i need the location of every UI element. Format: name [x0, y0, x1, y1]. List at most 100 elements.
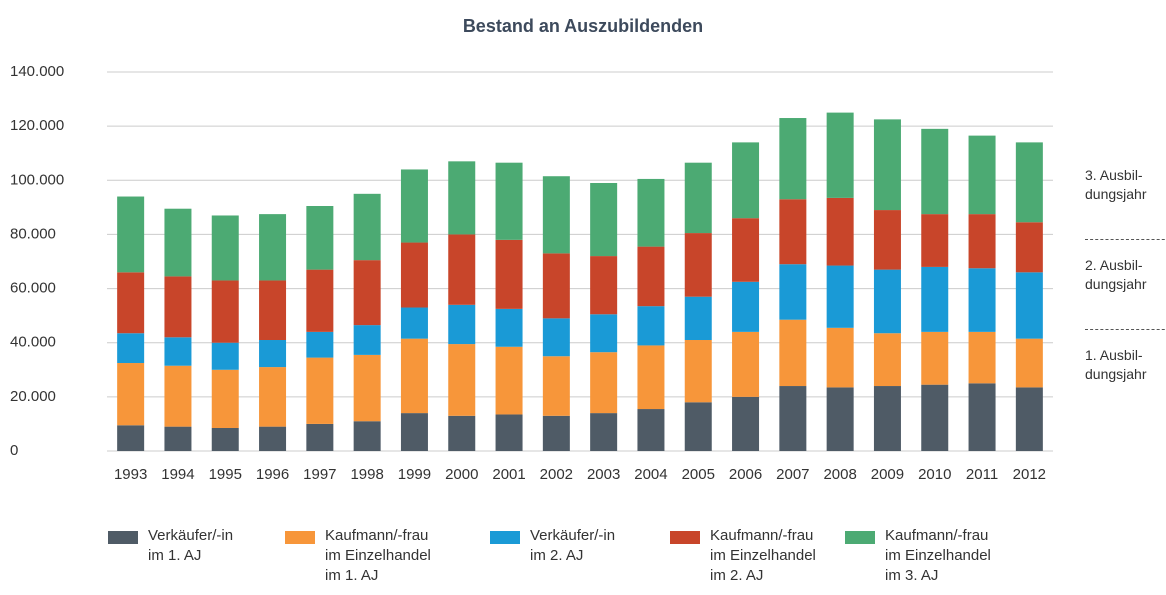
x-tick-label: 1998: [350, 466, 383, 483]
bar-segment: [968, 331, 996, 384]
bar-segment: [1015, 222, 1043, 273]
y-tick-label: 40.000: [10, 334, 56, 351]
x-tick-label: 2003: [587, 466, 620, 483]
y-tick-label: 100.000: [10, 171, 64, 188]
bar-segment: [779, 264, 807, 320]
legend-swatch: [845, 531, 875, 544]
legend-swatch: [490, 531, 520, 544]
bar-segment: [448, 234, 476, 305]
y-tick-label: 20.000: [10, 388, 56, 405]
y-tick-label: 60.000: [10, 280, 56, 297]
bar-segment: [921, 384, 949, 451]
bar-segment: [164, 337, 192, 366]
bar-segment: [684, 340, 712, 403]
bar-segment: [164, 426, 192, 451]
bar-segment: [1015, 338, 1043, 388]
bar-segment: [826, 387, 854, 451]
bar-segment: [306, 331, 334, 358]
x-tick-label: 2005: [682, 466, 715, 483]
legend-label: Verkäufer/-in im 2. AJ: [530, 527, 616, 564]
bar-segment: [590, 413, 618, 451]
bar-segment: [306, 206, 334, 270]
bar-segment: [448, 161, 476, 235]
bar-segment: [1015, 142, 1043, 223]
bar-segment: [637, 178, 665, 247]
bar-segment: [448, 415, 476, 451]
legend-label: Verkäufer/-in im 1. AJ: [148, 527, 234, 564]
bar-segment: [968, 135, 996, 215]
x-tick-label: 2001: [492, 466, 525, 483]
bar-segment: [400, 413, 428, 451]
y-tick-label: 0: [10, 442, 18, 459]
bar-segment: [779, 386, 807, 451]
bar-segment: [968, 268, 996, 332]
chart: Bestand an Auszubildenden 0 20.000 40.000 6…: [10, 16, 1053, 483]
x-tick-label: 2002: [540, 466, 573, 483]
bar-segment: [259, 214, 287, 281]
bar-segment: [732, 396, 760, 451]
legend-swatch: [670, 531, 700, 544]
x-tick-label: 2011: [966, 466, 998, 483]
legend-swatch: [108, 531, 138, 544]
bar-segment: [542, 176, 570, 254]
y-tick-label: 140.000: [10, 63, 64, 80]
bar-segment: [211, 215, 239, 281]
bar-segment: [684, 296, 712, 341]
bar-segment: [259, 426, 287, 451]
bar-segment: [495, 308, 523, 347]
bar-segment: [590, 314, 618, 353]
bar-segment: [684, 233, 712, 297]
bar-segment: [684, 402, 712, 451]
x-tick-label: 2007: [776, 466, 809, 483]
x-tick-label: 1996: [256, 466, 289, 483]
bar-segment: [921, 266, 949, 332]
separator: [1085, 329, 1166, 330]
x-tick-label: 1999: [398, 466, 431, 483]
bar-segment: [873, 333, 901, 387]
bar-segment: [826, 327, 854, 388]
x-tick-label: 1993: [114, 466, 147, 483]
bar-segment: [873, 119, 901, 211]
legend-label: Kaufmann/-frau im Einzelhandel im 3. AJ: [885, 527, 991, 584]
x-tick-label: 1997: [303, 466, 336, 483]
bar-segment: [684, 162, 712, 234]
y-tick-label: 120.000: [10, 117, 64, 134]
bar-segment: [259, 280, 287, 341]
bar-segment: [117, 272, 145, 334]
bar-segment: [921, 128, 949, 215]
bar-segment: [542, 253, 570, 319]
bar-segment: [590, 256, 618, 315]
x-tick-label: 2008: [823, 466, 856, 483]
bar-segment: [873, 386, 901, 451]
bar-segment: [306, 269, 334, 332]
bar-segment: [164, 365, 192, 427]
bar-segment: [495, 414, 523, 451]
bar-segment: [164, 208, 192, 277]
bar-segment: [968, 214, 996, 269]
annotation: 1. Ausbil- dungsjahr: [1085, 347, 1147, 382]
bar-segment: [732, 218, 760, 282]
x-tick-label: 2004: [634, 466, 667, 483]
bar-segment: [117, 196, 145, 273]
bar-segment: [400, 169, 428, 243]
annotation: 2. Ausbil- dungsjahr: [1085, 257, 1147, 292]
bar-segment: [637, 246, 665, 307]
bar-segment: [873, 269, 901, 334]
bar-segment: [353, 193, 381, 261]
bar-segment: [306, 423, 334, 451]
bar-segment: [637, 409, 665, 451]
bar-segment: [448, 344, 476, 416]
bar-segment: [637, 345, 665, 410]
bar-segment: [826, 265, 854, 328]
x-tick-label: 2010: [918, 466, 951, 483]
bar-segment: [590, 182, 618, 257]
bar-segment: [637, 306, 665, 346]
bar-segment: [259, 340, 287, 368]
bar-segment: [921, 331, 949, 385]
bar-segment: [211, 342, 239, 370]
bar-segment: [211, 427, 239, 451]
bar-segment: [968, 383, 996, 451]
bar-segment: [1015, 387, 1043, 451]
x-tick-label: 2009: [871, 466, 904, 483]
